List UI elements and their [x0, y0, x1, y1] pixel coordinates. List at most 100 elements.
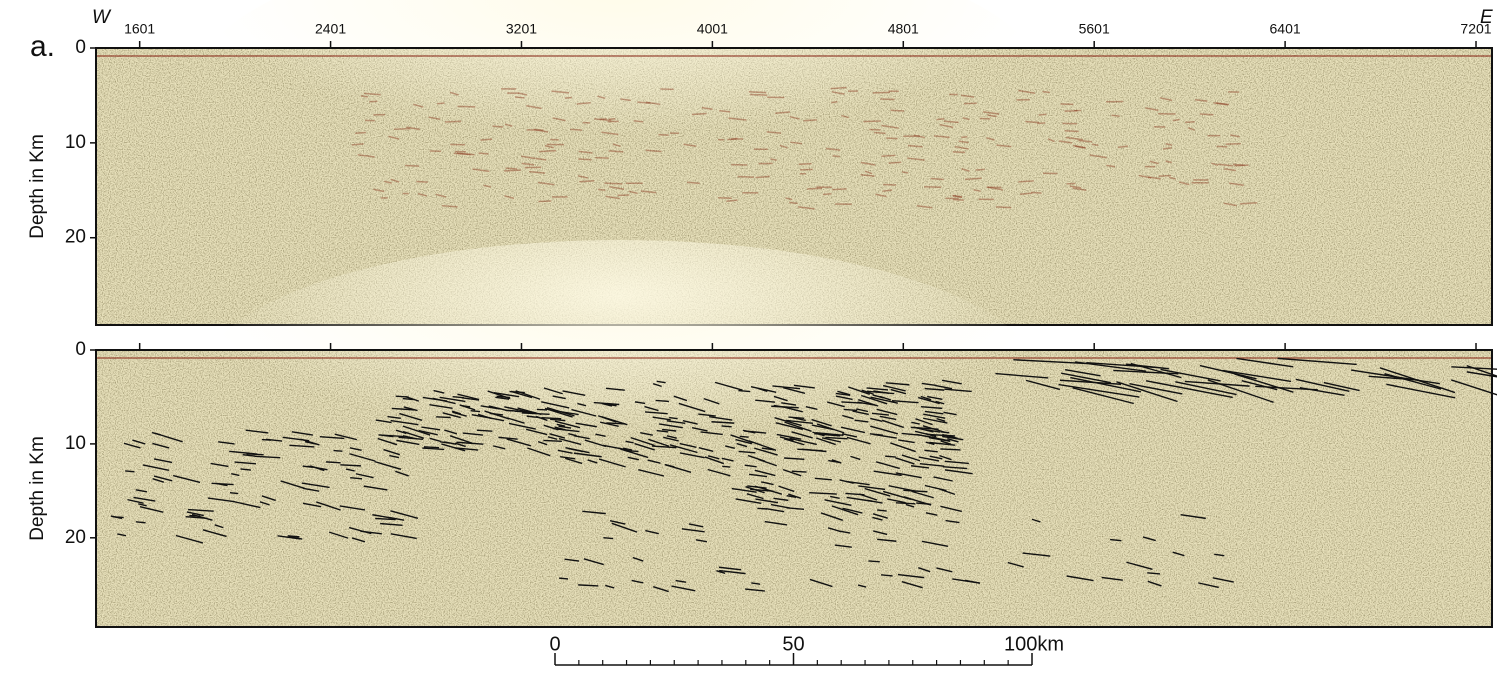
interpreted-reflector	[927, 433, 956, 437]
reflection-event	[1158, 174, 1171, 177]
reflection-event	[1165, 142, 1173, 146]
reflection-event	[570, 128, 583, 131]
interpreted-reflector	[123, 442, 141, 449]
reflection-event	[537, 181, 555, 186]
interpreted-reflector	[132, 439, 146, 445]
interpreted-reflector	[240, 468, 251, 471]
interpreted-reflector	[506, 417, 525, 424]
reflection-event	[504, 169, 521, 172]
interpreted-reflector	[525, 428, 548, 436]
interpreted-reflector	[825, 436, 848, 440]
interpreted-reflector	[885, 455, 896, 458]
interpreted-reflector	[786, 507, 805, 511]
interpreted-reflector	[1212, 577, 1234, 583]
interpreted-reflector	[933, 476, 953, 482]
interpreted-reflector	[644, 411, 668, 415]
interpreted-reflector	[508, 422, 536, 430]
reflection-event	[1232, 163, 1245, 166]
reflection-event	[798, 162, 812, 166]
interpreted-reflector	[725, 445, 736, 449]
interpreted-reflector	[442, 412, 461, 419]
interpreted-reflector	[480, 405, 500, 410]
interpreted-reflector	[811, 418, 832, 427]
interpreted-reflector	[784, 406, 803, 413]
reflection-event	[872, 91, 891, 94]
interpreted-reflector	[671, 585, 696, 592]
reflection-event	[691, 112, 707, 116]
interpreted-reflector	[577, 402, 587, 407]
pale-zone	[200, 0, 1040, 218]
interpreted-reflector	[527, 447, 551, 457]
interpreted-reflector	[552, 427, 580, 433]
interpreted-reflector	[495, 396, 510, 400]
interpreted-reflector	[504, 406, 532, 414]
interpreted-reflector	[773, 395, 788, 402]
reflection-event	[775, 111, 791, 114]
interpreted-reflector	[627, 456, 640, 461]
y-tick-label: 10	[65, 433, 86, 454]
reflection-event	[1031, 191, 1042, 194]
interpreted-reflector	[921, 540, 949, 547]
reflection-event	[1018, 180, 1034, 183]
reflection-event	[860, 161, 876, 166]
interpreted-reflector	[593, 401, 620, 406]
interpreted-reflector	[852, 410, 869, 416]
interpreted-reflector	[316, 501, 341, 511]
interpreted-reflector	[869, 433, 884, 436]
interpreted-reflector	[602, 444, 628, 451]
interpreted-reflector	[743, 430, 767, 434]
interpreted-reflector	[390, 533, 417, 540]
interpreted-reflector	[776, 433, 802, 440]
interpreted-reflector	[645, 529, 659, 535]
interpreted-reflector	[835, 395, 853, 401]
interpreted-reflector	[261, 438, 272, 441]
reflection-event	[933, 135, 950, 139]
x-tick-label: 4801	[888, 21, 919, 37]
interpreted-reflector	[402, 425, 431, 436]
interpreted-reflector	[936, 417, 946, 422]
interpreted-reflector	[117, 533, 127, 537]
interpreted-reflector	[927, 395, 943, 400]
x-tick-label: 3201	[506, 21, 537, 37]
interpreted-reflector	[631, 579, 644, 584]
reflection-event	[864, 170, 873, 175]
reflection-event	[529, 170, 546, 174]
interpreted-reflector	[390, 510, 419, 520]
interpreted-reflector	[125, 470, 135, 473]
interpreted-reflector	[698, 413, 716, 417]
reflection-event	[831, 91, 845, 95]
y-tick-label: 20	[65, 527, 86, 548]
interpreted-reflector	[582, 510, 606, 515]
interpreted-reflector	[939, 488, 956, 496]
reflection-event	[478, 152, 489, 155]
reflection-event	[351, 143, 364, 146]
reflection-event	[961, 135, 968, 139]
interpreted-reflector	[395, 429, 407, 435]
reflection-event	[388, 135, 400, 140]
y-tick-label: 20	[65, 227, 86, 248]
interpreted-reflector	[882, 384, 906, 392]
interpreted-reflector	[857, 584, 867, 588]
interpreted-reflector	[598, 458, 626, 468]
reflection-event	[1215, 102, 1230, 106]
interpreted-reflector	[898, 439, 915, 444]
interpreted-reflector	[920, 395, 932, 401]
reflection-event	[881, 124, 899, 129]
reflection-event	[1138, 174, 1152, 179]
interpreted-reflector	[866, 390, 895, 395]
interpreted-reflector	[1277, 357, 1357, 366]
reflection-event	[875, 193, 887, 198]
interpreted-reflector	[939, 454, 952, 461]
reflection-event	[517, 92, 528, 96]
reflection-event	[1069, 185, 1082, 189]
interpreted-reflector	[714, 381, 743, 391]
reflection-event	[973, 189, 981, 192]
interpreted-reflector	[791, 470, 807, 473]
interpreted-reflector	[1384, 373, 1442, 390]
reflection-event	[576, 102, 591, 105]
reflection-event	[601, 131, 619, 136]
reflection-event	[1199, 113, 1214, 116]
interpreted-reflector	[1180, 513, 1206, 520]
interpreted-reflector	[391, 407, 415, 411]
